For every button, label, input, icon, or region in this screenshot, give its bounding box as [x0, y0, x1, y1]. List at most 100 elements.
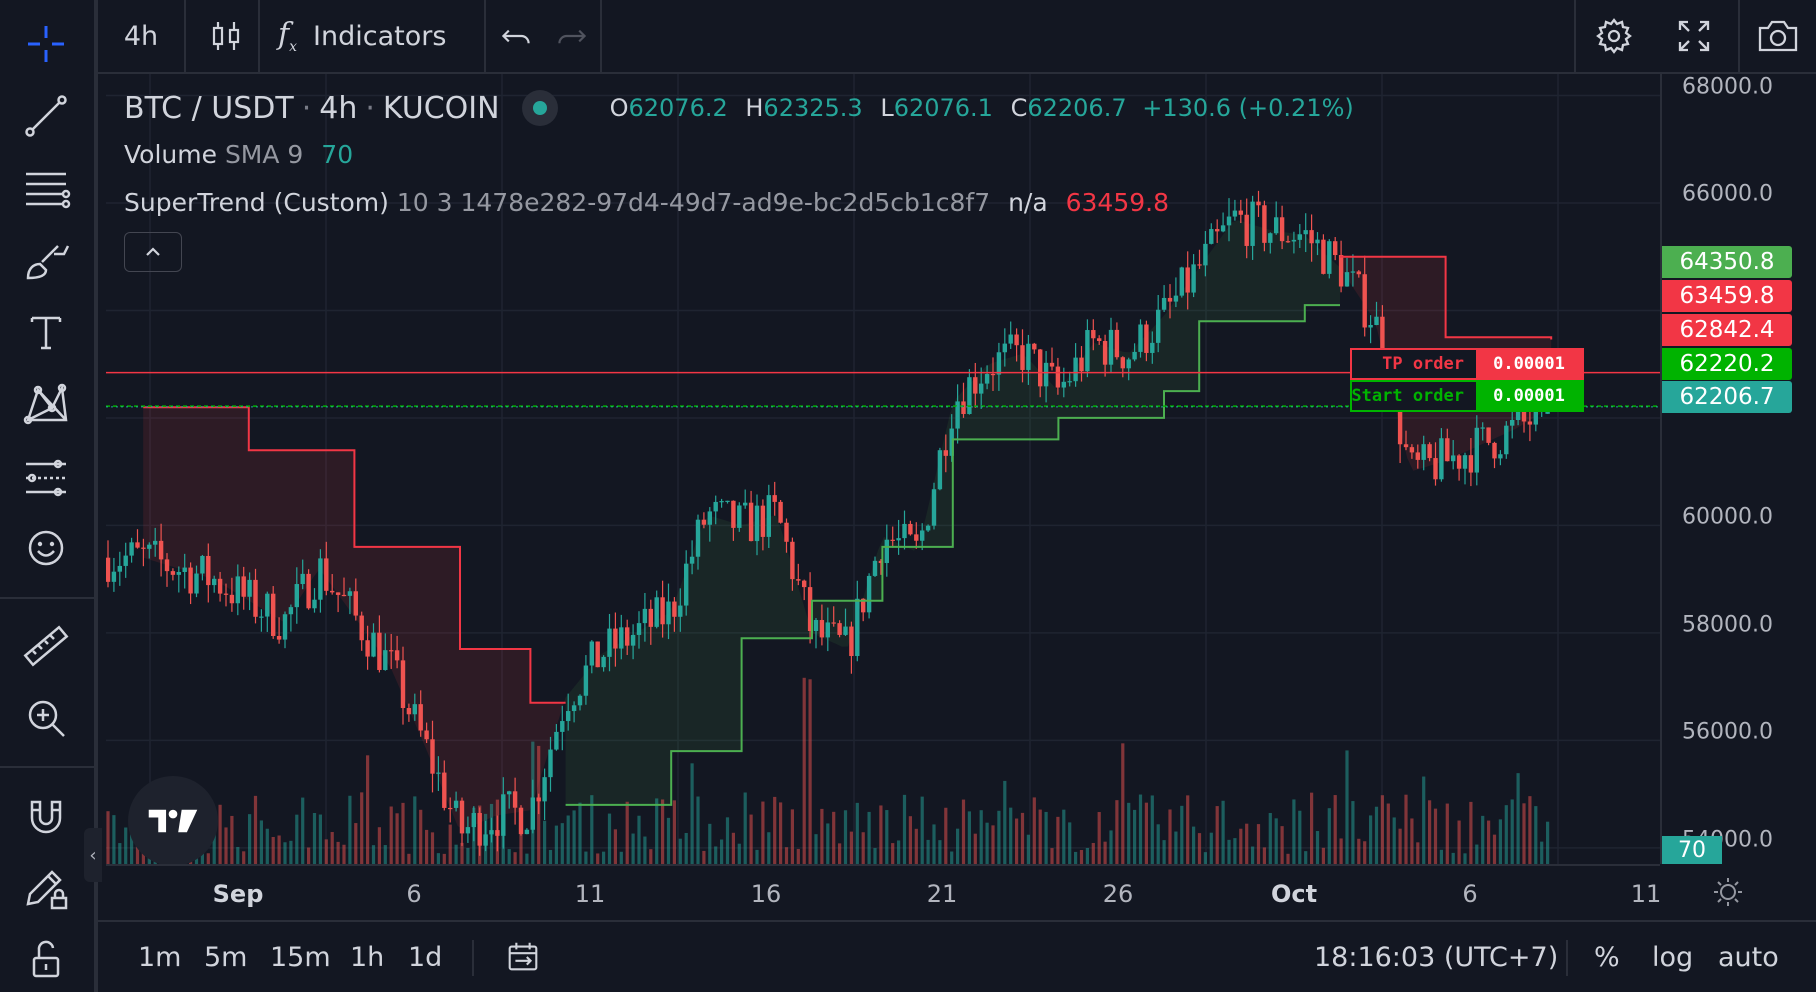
- tp-order-label[interactable]: TP order 0.00001: [1350, 348, 1584, 380]
- volume-bar: [1062, 809, 1066, 864]
- candle-body: [1102, 340, 1108, 365]
- sun-icon[interactable]: [1712, 876, 1744, 908]
- percent-scale-toggle[interactable]: %: [1594, 941, 1620, 973]
- candle-body: [1350, 271, 1356, 273]
- supertrend-legend[interactable]: SuperTrend (Custom) 10 3 1478e282-97d4-4…: [124, 188, 1169, 217]
- candle-body: [1439, 438, 1444, 480]
- volume-bar: [796, 848, 800, 864]
- interval-1m[interactable]: 1m: [138, 941, 182, 973]
- camera-icon[interactable]: [1742, 0, 1814, 72]
- volume-bar: [248, 814, 252, 864]
- text-icon[interactable]: [14, 304, 78, 360]
- candle-body: [636, 623, 642, 635]
- candle-body: [1250, 201, 1255, 246]
- candle-body: [459, 800, 465, 834]
- undo-icon[interactable]: [488, 0, 544, 72]
- candle-body: [1415, 452, 1420, 460]
- volume-bar: [289, 840, 293, 864]
- volume-bar: [1363, 841, 1367, 864]
- volume-bar: [861, 832, 865, 864]
- lock-drawing-icon[interactable]: [14, 860, 78, 916]
- candle-body: [748, 502, 754, 542]
- symbol-name[interactable]: BTC / USDT: [124, 90, 294, 126]
- candle-body: [1014, 334, 1019, 346]
- volume-bar: [938, 840, 942, 864]
- volume-bar: [342, 844, 346, 864]
- candle-body: [1421, 444, 1426, 460]
- candle-body: [1097, 338, 1102, 341]
- market-status-dot[interactable]: [521, 90, 558, 126]
- start-order-label[interactable]: Start order 0.00001: [1350, 380, 1584, 412]
- pattern-icon[interactable]: [14, 376, 78, 432]
- candle-body: [170, 571, 176, 575]
- unlock-icon[interactable]: [14, 932, 78, 988]
- supertrend-line: [143, 255, 1553, 806]
- interval-1h[interactable]: 1h: [350, 941, 385, 973]
- crosshair-icon[interactable]: [14, 16, 78, 72]
- candle-body: [235, 576, 240, 604]
- volume-bar: [1469, 801, 1473, 864]
- candle-body: [1038, 349, 1043, 387]
- redo-icon[interactable]: [544, 0, 600, 72]
- candle-body: [424, 730, 429, 740]
- interval-15m[interactable]: 15m: [270, 941, 331, 973]
- fullscreen-icon[interactable]: [1658, 0, 1730, 72]
- interval-5m[interactable]: 5m: [204, 941, 248, 973]
- volume-args: SMA 9: [224, 140, 304, 169]
- legend-collapse-button[interactable]: [124, 232, 182, 272]
- indicators-label: Indicators: [313, 20, 447, 52]
- fib-lines-icon[interactable]: [14, 160, 78, 216]
- candle-body: [548, 749, 553, 778]
- candle-body: [389, 650, 394, 652]
- volume-bar: [1180, 805, 1184, 864]
- tp-order-qty[interactable]: 0.00001: [1476, 350, 1582, 378]
- auto-scale-toggle[interactable]: auto: [1718, 941, 1779, 973]
- trend-line-icon[interactable]: [14, 88, 78, 144]
- zoom-in-icon[interactable]: [14, 690, 78, 746]
- volume-bar: [1079, 849, 1084, 864]
- price-axis[interactable]: 68000.0 66000.0 60000.0 58000.0 56000.0 …: [1660, 74, 1816, 864]
- volume-bar: [1074, 851, 1078, 864]
- volume-bar: [814, 834, 818, 864]
- date-range-icon[interactable]: [504, 922, 542, 992]
- forecast-icon[interactable]: [14, 448, 78, 504]
- candle-body: [330, 590, 335, 593]
- volume-bar: [454, 844, 458, 864]
- candle-body: [554, 731, 559, 750]
- volume-bar: [1339, 838, 1343, 864]
- volume-bar: [371, 845, 376, 864]
- candle-body: [1368, 324, 1373, 328]
- candle-body: [300, 573, 305, 585]
- candle-body: [967, 377, 972, 415]
- start-order-qty[interactable]: 0.00001: [1476, 382, 1582, 410]
- clock-display[interactable]: 18:16:03 (UTC+7): [1314, 941, 1559, 973]
- volume-legend[interactable]: Volume SMA 9 70: [124, 140, 353, 169]
- candle-body: [1132, 351, 1137, 360]
- candles-icon[interactable]: [198, 0, 254, 72]
- log-scale-toggle[interactable]: log: [1652, 941, 1694, 973]
- magnet-icon[interactable]: [14, 788, 78, 844]
- symbol-legend[interactable]: BTC / USDT · 4h · KUCOIN O62076.2 H62325…: [124, 90, 1354, 126]
- candle-body: [1179, 267, 1184, 296]
- candle-body: [1008, 334, 1013, 344]
- brush-icon[interactable]: [14, 232, 78, 288]
- collapse-toolbar-tab[interactable]: ‹: [84, 828, 102, 882]
- low-value: 62076.1: [893, 94, 993, 122]
- gear-icon[interactable]: [1578, 0, 1650, 72]
- bottom-toolbar: 1m 5m 15m 1h 1d 18:16:03 (UTC+7) % log a…: [98, 920, 1816, 992]
- volume-bar: [714, 846, 718, 864]
- interval-1d[interactable]: 1d: [408, 941, 443, 973]
- interval-button[interactable]: 4h: [123, 20, 159, 52]
- candle-body: [1020, 345, 1025, 370]
- emoji-icon[interactable]: [14, 520, 78, 576]
- indicators-button[interactable]: fx Indicators: [278, 0, 478, 72]
- volume-bar: [1103, 841, 1107, 864]
- time-axis[interactable]: Sep 6 11 16 21 26 Oct 6 11: [106, 864, 1661, 920]
- volume-bar: [832, 811, 836, 864]
- tradingview-logo[interactable]: [128, 776, 218, 866]
- volume-bar: [312, 813, 317, 864]
- ruler-icon[interactable]: [14, 618, 78, 674]
- volume-bar: [1197, 833, 1202, 864]
- candle-body: [1462, 455, 1468, 469]
- candle-body: [979, 383, 984, 394]
